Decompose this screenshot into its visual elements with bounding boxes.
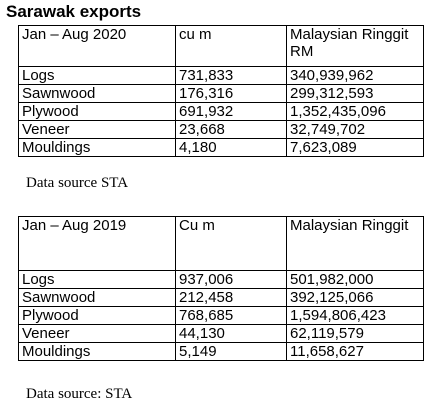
volume-cell: 23,668 — [175, 120, 287, 139]
table-row: Plywood 768,685 1,594,806,423 — [18, 306, 424, 325]
volume-cell: 691,932 — [175, 102, 287, 121]
value-cell: 501,982,000 — [286, 270, 424, 289]
volume-cell: 4,180 — [175, 138, 287, 157]
value-cell: 11,658,627 — [286, 342, 424, 361]
header-volume: cu m — [175, 25, 287, 67]
header-period: Jan – Aug 2019 — [18, 216, 176, 271]
data-source-note-2019: Data source: STA — [26, 386, 133, 402]
volume-cell: 731,833 — [175, 66, 287, 85]
value-cell: 340,939,962 — [286, 66, 424, 85]
value-cell: 392,125,066 — [286, 288, 424, 307]
header-period: Jan – Aug 2020 — [18, 25, 176, 67]
table-row: Plywood 691,932 1,352,435,096 — [18, 102, 424, 121]
product-cell: Sawnwood — [18, 84, 176, 103]
product-cell: Mouldings — [18, 138, 176, 157]
data-source-note-2020: Data source STA — [26, 175, 129, 191]
product-cell: Logs — [18, 66, 176, 85]
product-cell: Logs — [18, 270, 176, 289]
value-cell: 32,749,702 — [286, 120, 424, 139]
volume-cell: 44,130 — [175, 324, 287, 343]
volume-cell: 212,458 — [175, 288, 287, 307]
product-cell: Veneer — [18, 120, 176, 139]
table-row: Logs 731,833 340,939,962 — [18, 66, 424, 85]
product-cell: Plywood — [18, 306, 176, 325]
volume-cell: 937,006 — [175, 270, 287, 289]
exports-table-2019: Jan – Aug 2019 Cu m Malaysian Ringgit Lo… — [18, 216, 424, 361]
product-cell: Plywood — [18, 102, 176, 121]
value-cell: 7,623,089 — [286, 138, 424, 157]
table-row: Sawnwood 212,458 392,125,066 — [18, 288, 424, 307]
table-row: Mouldings 4,180 7,623,089 — [18, 138, 424, 157]
volume-cell: 768,685 — [175, 306, 287, 325]
volume-cell: 176,316 — [175, 84, 287, 103]
header-value: Malaysian Ringgit — [286, 216, 424, 271]
product-cell: Sawnwood — [18, 288, 176, 307]
exports-table-2020: Jan – Aug 2020 cu m Malaysian Ringgit RM… — [18, 25, 424, 157]
header-value: Malaysian Ringgit RM — [286, 25, 424, 67]
value-cell: 1,352,435,096 — [286, 102, 424, 121]
table-header-row: Jan – Aug 2020 cu m Malaysian Ringgit RM — [18, 25, 424, 67]
value-cell: 62,119,579 — [286, 324, 424, 343]
value-cell: 1,594,806,423 — [286, 306, 424, 325]
table-row: Sawnwood 176,316 299,312,593 — [18, 84, 424, 103]
product-cell: Veneer — [18, 324, 176, 343]
table-header-row: Jan – Aug 2019 Cu m Malaysian Ringgit — [18, 216, 424, 271]
header-volume: Cu m — [175, 216, 287, 271]
product-cell: Mouldings — [18, 342, 176, 361]
table-row: Veneer 23,668 32,749,702 — [18, 120, 424, 139]
table-row: Logs 937,006 501,982,000 — [18, 270, 424, 289]
volume-cell: 5,149 — [175, 342, 287, 361]
table-row: Veneer 44,130 62,119,579 — [18, 324, 424, 343]
value-cell: 299,312,593 — [286, 84, 424, 103]
table-row: Mouldings 5,149 11,658,627 — [18, 342, 424, 361]
page-title: Sarawak exports — [6, 2, 142, 21]
